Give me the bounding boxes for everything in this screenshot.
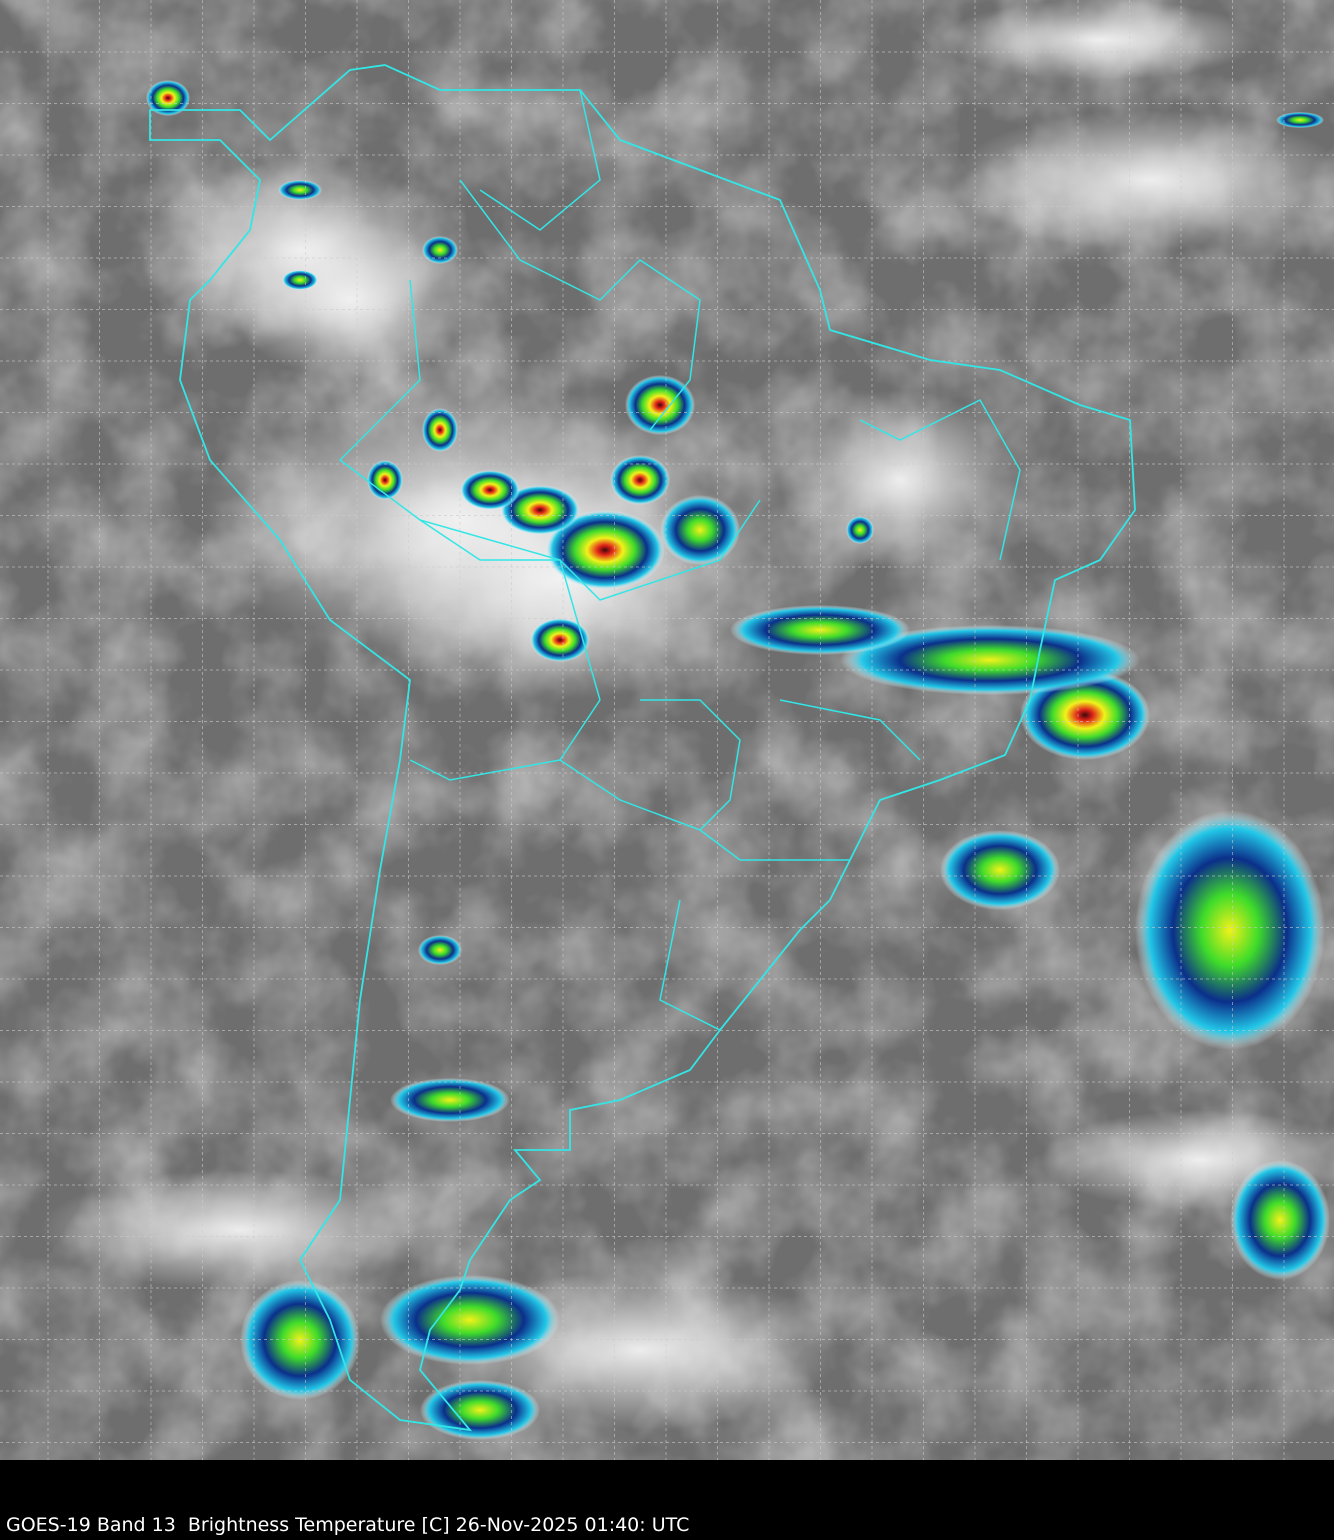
border-line: [779, 699, 921, 761]
convective-cell: [240, 1280, 360, 1400]
border-line: [479, 89, 601, 231]
border-line: [659, 899, 761, 1031]
convective-cell: [422, 408, 458, 452]
convective-cell: [1276, 112, 1324, 128]
cold-cloud: [40, 1170, 440, 1290]
convective-cell: [940, 830, 1060, 910]
border-line: [699, 829, 850, 861]
cold-cloud: [950, 110, 1334, 250]
country-borders: [149, 64, 1136, 1432]
convective-cell: [420, 1380, 540, 1440]
lat-lon-grid: [0, 0, 1334, 1460]
border-line: [419, 499, 761, 601]
convective-cell: [460, 470, 520, 510]
image-caption: GOES-19 Band 13 Brightness Temperature […: [6, 1514, 690, 1536]
convective-cell: [380, 1275, 560, 1365]
convective-cell: [367, 460, 403, 500]
convective-cell: [390, 1078, 510, 1122]
convective-cell: [730, 605, 910, 655]
convection-layer: [146, 80, 1330, 1440]
inner-borders: [338, 89, 1021, 1031]
border-line: [409, 759, 561, 781]
cold-cloud: [230, 220, 470, 380]
border-line: [459, 179, 701, 431]
convective-cell: [846, 516, 874, 544]
convective-cell: [1020, 670, 1150, 760]
cold-cloud: [780, 390, 1020, 570]
convective-cell: [1230, 1160, 1330, 1280]
convective-cell: [660, 495, 740, 565]
convective-cell: [840, 625, 1140, 695]
convective-cell: [610, 455, 670, 505]
convective-cell: [146, 80, 190, 116]
convective-cell: [530, 618, 590, 662]
convective-cell: [282, 270, 318, 290]
cold-cloud: [940, 0, 1260, 80]
convective-cell: [422, 236, 458, 264]
convective-cell: [625, 375, 695, 435]
convective-cell: [500, 485, 580, 535]
border-line: [859, 399, 1021, 561]
border-line: [338, 279, 601, 701]
convective-cell: [278, 180, 322, 200]
satellite-map: [0, 0, 1334, 1460]
convective-cell: [418, 935, 462, 965]
border-line: [558, 699, 741, 831]
convective-cell: [1135, 810, 1325, 1050]
convective-cell: [545, 510, 665, 590]
